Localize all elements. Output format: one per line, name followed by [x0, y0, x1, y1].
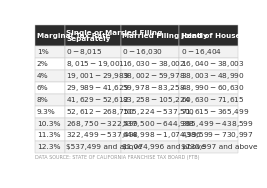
Bar	[65, 118, 121, 130]
Text: $438,599-$730,997: $438,599-$730,997	[181, 130, 253, 140]
Text: $41,629-$52,612: $41,629-$52,612	[66, 95, 129, 105]
Text: $8,015-$19,001: $8,015-$19,001	[66, 59, 125, 69]
Bar	[65, 94, 121, 106]
Bar	[121, 70, 179, 82]
Text: $1,074,996 and above: $1,074,996 and above	[122, 144, 205, 150]
Text: $71,615-$365,499: $71,615-$365,499	[181, 107, 249, 117]
Text: $52,612-$268,750: $52,612-$268,750	[66, 107, 135, 117]
Bar	[36, 70, 65, 82]
Bar	[121, 106, 179, 118]
Bar	[65, 46, 121, 58]
Text: 2%: 2%	[37, 61, 49, 67]
Bar	[179, 70, 238, 82]
Bar	[36, 58, 65, 70]
Text: $730,997 and above: $730,997 and above	[181, 144, 257, 150]
Text: $0-$16,404: $0-$16,404	[181, 47, 222, 57]
Bar	[179, 25, 238, 46]
Text: $48,990-$60,630: $48,990-$60,630	[181, 83, 245, 93]
Text: $60,630-$71,615: $60,630-$71,615	[181, 95, 244, 105]
Text: Married Filing Jointly: Married Filing Jointly	[122, 33, 208, 39]
Bar	[65, 58, 121, 70]
Bar	[179, 118, 238, 130]
Bar	[65, 130, 121, 141]
Text: $59,978-$83,258: $59,978-$83,258	[122, 83, 185, 93]
Text: $38,002-$59,978: $38,002-$59,978	[122, 71, 185, 81]
Bar	[121, 46, 179, 58]
Bar	[36, 25, 65, 46]
Text: $322,499-$537,498: $322,499-$537,498	[66, 130, 139, 140]
Bar	[179, 106, 238, 118]
Text: $268,750-$322,499: $268,750-$322,499	[66, 119, 139, 129]
Bar	[121, 130, 179, 141]
Text: $29,989-$41,629: $29,989-$41,629	[66, 83, 130, 93]
Bar	[36, 106, 65, 118]
Bar	[36, 130, 65, 141]
Bar	[121, 141, 179, 153]
Bar	[65, 106, 121, 118]
Bar	[121, 118, 179, 130]
Text: 11.3%: 11.3%	[37, 133, 60, 139]
Bar	[36, 82, 65, 94]
Text: 9.3%: 9.3%	[37, 109, 56, 115]
Text: $644,998-$1,074,996: $644,998-$1,074,996	[122, 130, 202, 140]
Text: Head of Household: Head of Household	[181, 33, 258, 39]
Text: $16,030-$38,002: $16,030-$38,002	[122, 59, 186, 69]
Text: 1%: 1%	[37, 49, 49, 55]
Bar	[65, 82, 121, 94]
Bar	[36, 118, 65, 130]
Text: 6%: 6%	[37, 85, 49, 91]
Text: 4%: 4%	[37, 73, 49, 79]
Bar	[36, 46, 65, 58]
Bar	[179, 46, 238, 58]
Text: Single or Married Filing
Separately: Single or Married Filing Separately	[66, 30, 163, 42]
Text: $105,224-$537,500: $105,224-$537,500	[122, 107, 195, 117]
Bar	[179, 130, 238, 141]
Bar	[65, 70, 121, 82]
Text: $365,499-$438,599: $365,499-$438,599	[181, 119, 253, 129]
Text: $537,499 and above: $537,499 and above	[66, 144, 143, 150]
Bar	[179, 58, 238, 70]
Text: $38,003-$48,990: $38,003-$48,990	[181, 71, 245, 81]
Text: $0-$8,015: $0-$8,015	[66, 47, 103, 57]
Bar	[179, 82, 238, 94]
Text: 12.3%: 12.3%	[37, 144, 60, 150]
Bar	[36, 94, 65, 106]
Bar	[121, 58, 179, 70]
Text: $537,500-$644,998: $537,500-$644,998	[122, 119, 195, 129]
Text: 8%: 8%	[37, 97, 49, 103]
Text: Marginal Tax Rate: Marginal Tax Rate	[37, 33, 110, 39]
Text: 10.3%: 10.3%	[37, 121, 60, 127]
Text: $19,001-$29,989: $19,001-$29,989	[66, 71, 130, 81]
Text: $83,258-$105,224: $83,258-$105,224	[122, 95, 190, 105]
Bar	[179, 141, 238, 153]
Bar	[121, 25, 179, 46]
Text: $16,040-$38,003: $16,040-$38,003	[181, 59, 244, 69]
Bar	[179, 94, 238, 106]
Bar	[121, 94, 179, 106]
Bar	[36, 141, 65, 153]
Bar	[65, 25, 121, 46]
Bar	[65, 141, 121, 153]
Bar	[121, 82, 179, 94]
Text: DATA SOURCE: STATE OF CALIFORNIA FRANCHISE TAX BOARD (FTB): DATA SOURCE: STATE OF CALIFORNIA FRANCHI…	[36, 155, 200, 160]
Text: $0-$16,030: $0-$16,030	[122, 47, 163, 57]
